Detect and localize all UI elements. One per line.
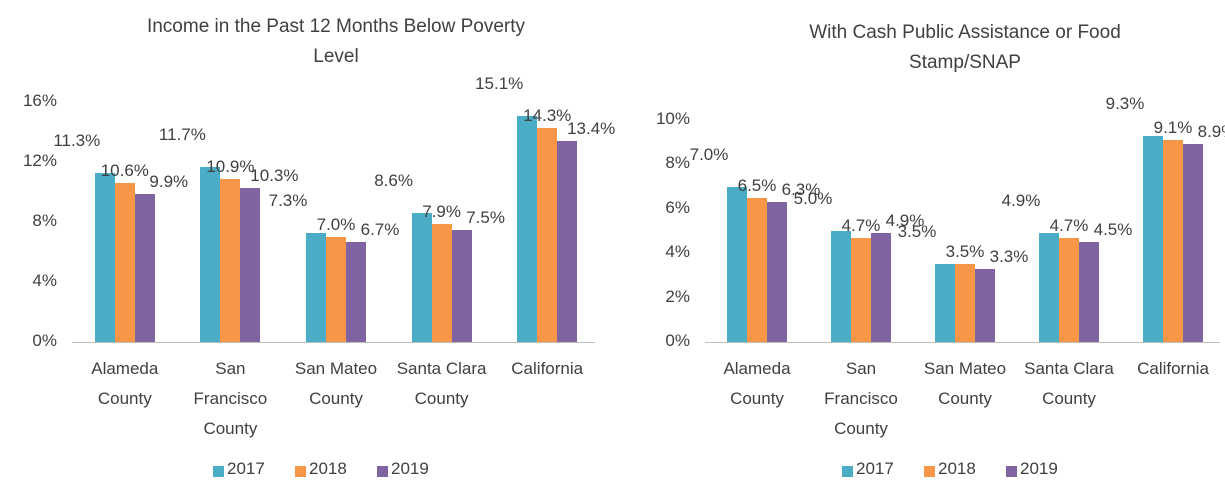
bar xyxy=(747,197,767,342)
data-label: 7.5% xyxy=(466,207,505,227)
bar xyxy=(767,202,787,342)
bar xyxy=(240,187,261,342)
y-tick-label: 4% xyxy=(32,271,57,290)
data-label: 4.7% xyxy=(1049,215,1089,235)
bar xyxy=(851,237,871,342)
y-tick-label: 0% xyxy=(32,331,57,350)
data-label: 4.9% xyxy=(1001,191,1041,211)
data-label: 4.9% xyxy=(885,211,925,231)
legend-swatch xyxy=(213,466,224,477)
y-tick-label: 0% xyxy=(665,331,690,350)
data-label: 15.1% xyxy=(475,73,524,93)
chart-title: Income in the Past 12 Months Below Pover… xyxy=(146,16,526,67)
data-label: 13.4% xyxy=(567,119,616,138)
legend-label: 2018 xyxy=(309,459,347,478)
y-tick-label: 10% xyxy=(655,109,690,128)
bar xyxy=(871,233,891,342)
x-tick-label: California xyxy=(1137,359,1209,378)
data-label: 8.9% xyxy=(1197,122,1225,142)
bar xyxy=(220,178,241,342)
y-tick-label: 8% xyxy=(665,153,690,173)
legend-label: 2017 xyxy=(227,459,265,478)
data-label: 5.0% xyxy=(793,189,833,208)
bar xyxy=(1183,144,1203,342)
axis-line xyxy=(705,342,1220,343)
bar xyxy=(935,264,955,342)
bar xyxy=(537,127,558,342)
bar xyxy=(557,141,578,342)
bar xyxy=(727,186,747,342)
bar xyxy=(975,268,995,342)
data-label: 7.0% xyxy=(316,215,356,234)
data-label: 10.6% xyxy=(100,161,149,180)
data-label: 3.5% xyxy=(897,222,937,242)
bar xyxy=(346,241,366,342)
bar xyxy=(451,229,472,342)
data-label: 14.3% xyxy=(523,105,572,125)
legend-swatch xyxy=(295,466,306,477)
bar xyxy=(1039,233,1059,342)
legend-swatch xyxy=(924,466,935,477)
data-label: 9.9% xyxy=(149,171,189,191)
data-label: 9.3% xyxy=(1105,93,1145,113)
bar xyxy=(1059,237,1079,342)
data-label: 4.5% xyxy=(1093,220,1133,240)
data-label: 4.7% xyxy=(841,215,881,235)
data-label: 8.6% xyxy=(374,171,413,190)
x-tick-label: Santa Clara County xyxy=(396,359,487,408)
data-label: 10.3% xyxy=(250,165,299,185)
data-label: 10.9% xyxy=(206,156,255,176)
data-label: 7.9% xyxy=(422,201,461,221)
axis-line xyxy=(72,342,595,343)
x-tick-label: San Francisco County xyxy=(193,359,268,438)
bar xyxy=(1079,242,1099,342)
legend-swatch xyxy=(842,466,853,477)
y-tick-label: 4% xyxy=(665,242,690,262)
chart-title: With Cash Public Assistance or Food Stam… xyxy=(809,22,1121,73)
data-label: 6.3% xyxy=(781,180,821,200)
x-tick-label: Alameda County xyxy=(723,359,791,408)
legend-swatch xyxy=(1006,466,1017,477)
legend-swatch xyxy=(377,466,388,477)
bar xyxy=(94,172,115,342)
bar xyxy=(114,183,135,342)
bar xyxy=(200,166,221,342)
data-label: 3.5% xyxy=(945,242,985,262)
data-label: 3.3% xyxy=(989,246,1029,266)
legend-label: 2019 xyxy=(1020,459,1058,478)
bar xyxy=(134,193,155,342)
x-tick-label: California xyxy=(511,359,584,378)
bar xyxy=(517,115,538,342)
bar xyxy=(1143,135,1163,342)
data-label: 7.3% xyxy=(268,190,308,210)
bar xyxy=(411,213,432,342)
x-tick-label: San Francisco County xyxy=(824,359,898,438)
y-tick-label: 8% xyxy=(32,211,57,230)
x-tick-label: San Mateo County xyxy=(923,359,1007,408)
y-tick-label: 2% xyxy=(665,286,690,306)
data-label: 9.1% xyxy=(1153,117,1193,137)
y-tick-label: 6% xyxy=(665,197,690,217)
x-tick-label: Santa Clara County xyxy=(1024,359,1114,408)
x-tick-label: Alameda County xyxy=(91,359,159,408)
bar xyxy=(306,232,326,342)
bar xyxy=(831,231,851,342)
y-tick-label: 12% xyxy=(22,151,57,170)
data-label: 6.5% xyxy=(737,175,777,195)
bar xyxy=(326,237,346,342)
legend-label: 2019 xyxy=(391,459,429,478)
bar xyxy=(955,264,975,342)
bar xyxy=(431,223,452,342)
data-label: 6.7% xyxy=(360,219,400,239)
legend-label: 2017 xyxy=(856,459,894,478)
data-label: 11.7% xyxy=(158,124,206,144)
x-tick-label: San Mateo County xyxy=(294,359,378,408)
data-label: 11.3% xyxy=(53,130,101,150)
data-label: 7.0% xyxy=(689,144,729,164)
y-tick-label: 16% xyxy=(22,91,57,110)
legend-label: 2018 xyxy=(938,459,976,478)
bar xyxy=(1163,139,1183,342)
